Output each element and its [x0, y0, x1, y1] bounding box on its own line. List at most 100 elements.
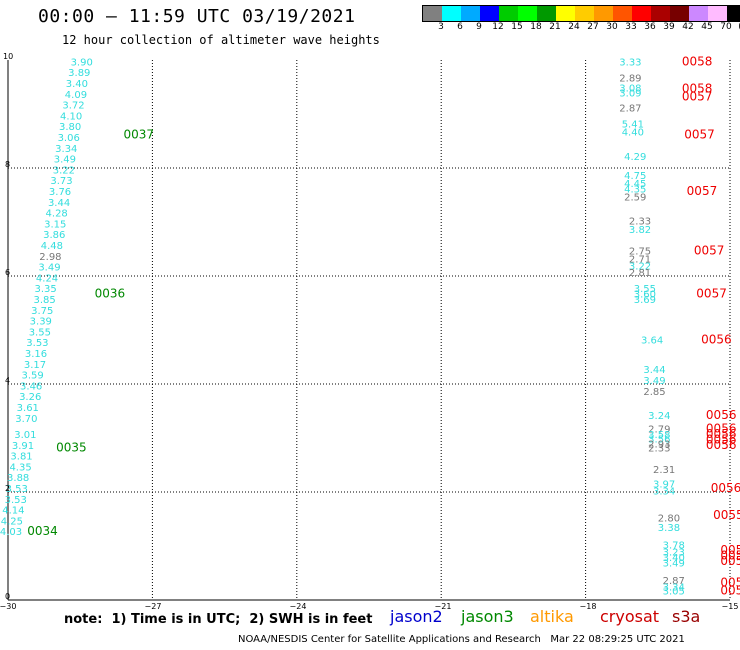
color-swatch: [651, 6, 670, 21]
time-label: 0056: [706, 427, 737, 441]
color-swatch: [594, 6, 613, 21]
wave-height-label: 3.88: [7, 473, 29, 484]
wave-height-label: 3.40: [66, 79, 88, 90]
wave-height-label: 3.38: [658, 523, 680, 534]
time-label: 0034: [27, 524, 58, 538]
color-swatch: [537, 6, 556, 21]
color-swatch: [556, 6, 575, 21]
wave-height-label: 3.60: [634, 290, 656, 301]
color-scale-label: 3: [438, 22, 444, 32]
wave-height-label: 3.86: [43, 230, 65, 241]
wave-height-label: 3.78: [663, 541, 685, 552]
wave-height-label: 3.69: [634, 295, 656, 306]
color-scale-label: 70: [720, 22, 732, 32]
color-swatch: [499, 6, 518, 21]
wave-height-label: 2.87: [663, 576, 685, 587]
wave-height-label: 3.49: [663, 559, 685, 570]
color-scale-label: 9: [476, 22, 482, 32]
wave-height-label: 5.41: [622, 120, 644, 131]
color-swatch: [480, 6, 499, 21]
wave-height-label: 2.80: [658, 514, 680, 525]
wave-height-label: 3.49: [643, 376, 665, 387]
wave-height-label: 3.16: [25, 349, 47, 360]
legend-jason2: jason2: [390, 607, 443, 626]
wave-height-label: 3.22: [53, 165, 75, 176]
wave-height-label: 3.39: [30, 317, 52, 328]
x-tick-label: −15: [721, 602, 739, 611]
wave-height-label: 3.82: [629, 225, 651, 236]
wave-height-label: 4.14: [2, 506, 24, 517]
wave-height-label: 3.23: [663, 548, 685, 559]
footer-credit: NOAA/NESDIS Center for Satellite Applica…: [238, 634, 685, 645]
wave-height-label: 4.10: [60, 111, 82, 122]
wave-height-label: 2.98: [39, 252, 61, 263]
wave-height-label: 3.40: [663, 553, 685, 564]
wave-height-label: 3.73: [50, 176, 72, 187]
wave-height-label: 3.97: [653, 480, 675, 491]
wave-height-label: 3.91: [12, 441, 34, 452]
wave-height-label: 3.44: [48, 198, 70, 209]
x-tick-label: −27: [144, 602, 162, 611]
time-label: 0055: [720, 549, 740, 563]
x-tick-label: −21: [434, 602, 452, 611]
color-scale-label: 30: [606, 22, 618, 32]
time-label: 0037: [124, 127, 155, 141]
y-tick-label: 0: [5, 592, 11, 601]
wave-height-label: 3.55: [29, 327, 51, 338]
time-label: 0055: [720, 576, 740, 590]
wave-height-label: 3.53: [26, 338, 48, 349]
color-scale-label: 42: [682, 22, 694, 32]
wave-height-label: 3.75: [31, 306, 53, 317]
wave-height-label: 3.08: [619, 83, 641, 94]
time-label: 0056: [706, 408, 737, 422]
wave-height-label: 3.53: [6, 484, 28, 495]
time-label: 0057: [687, 184, 718, 198]
wave-height-label: 2.85: [643, 387, 665, 398]
x-tick-label: −24: [289, 602, 307, 611]
wave-height-label: 4.03: [0, 527, 22, 538]
color-scale-label: 27: [587, 22, 599, 32]
y-tick-label: 8: [5, 160, 11, 169]
wave-height-label: 3.46: [20, 381, 42, 392]
wave-height-label: 3.05: [663, 587, 685, 598]
color-swatch: [708, 6, 727, 21]
x-tick-label: −30: [0, 602, 17, 611]
time-label: 0057: [694, 243, 725, 257]
time-label: 0057: [684, 127, 715, 141]
time-label: 0058: [682, 54, 713, 68]
wave-height-label: 3.49: [38, 263, 60, 274]
color-scale-label: 12: [492, 22, 504, 32]
time-label: 0056: [706, 432, 737, 446]
wave-height-label: 2.89: [619, 74, 641, 85]
wave-height-label: 3.15: [44, 219, 66, 230]
wave-height-label: 2.87: [619, 103, 641, 114]
legend-altika: altika: [530, 607, 574, 626]
color-scale-label: 6: [457, 22, 463, 32]
wave-height-label: 3.01: [14, 430, 36, 441]
wave-height-label: 4.28: [46, 209, 68, 220]
wave-height-label: 3.53: [5, 495, 27, 506]
color-swatch: [727, 6, 740, 21]
wave-height-label: 3.26: [19, 392, 41, 403]
wave-height-label: 3.55: [634, 284, 656, 295]
wave-height-label: 4.35: [624, 184, 646, 195]
wave-height-label: 3.64: [641, 336, 663, 347]
legend-cryosat: cryosat: [600, 607, 660, 626]
wave-height-label: 3.33: [619, 57, 641, 68]
wave-height-label: 4.48: [41, 241, 63, 252]
time-label: 0056: [706, 438, 737, 452]
wave-height-label: 4.40: [622, 128, 644, 139]
wave-height-label: 2.71: [629, 255, 651, 266]
wave-height-label: 3.06: [58, 133, 80, 144]
color-scale-label: 15: [511, 22, 523, 32]
time-label: 0056: [701, 333, 732, 347]
wave-height-label: 3.34: [55, 144, 77, 155]
wave-height-label: 2.59: [624, 192, 646, 203]
wave-height-label: 4.24: [36, 273, 58, 284]
y-tick-label: 2: [5, 484, 11, 493]
color-scale-label: (ft): [738, 22, 740, 32]
time-label: 0036: [95, 287, 126, 301]
color-swatch: [613, 6, 632, 21]
